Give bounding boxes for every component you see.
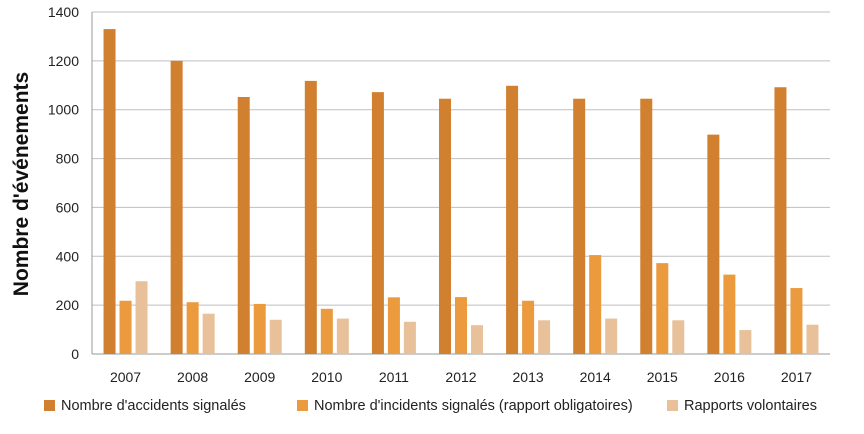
y-tick-label: 200 xyxy=(56,297,80,313)
bar-series-1-2014 xyxy=(573,98,586,354)
bar-series-3-2009 xyxy=(269,319,282,354)
bar-series-3-2016 xyxy=(739,330,752,354)
bar-series-1-2008 xyxy=(170,60,183,354)
x-tick-label: 2017 xyxy=(781,369,812,385)
bar-series-3-2007 xyxy=(135,281,148,354)
y-axis-tick-labels: 0 200 400 600 800 1000 1200 1400 xyxy=(48,4,79,362)
legend-label-3: Rapports volontaires xyxy=(684,398,817,414)
bar-series-3-2017 xyxy=(806,324,819,354)
y-tick-label: 400 xyxy=(56,248,80,264)
x-tick-label: 2008 xyxy=(177,369,208,385)
y-axis-label: Nombre d'événements xyxy=(10,72,33,296)
x-tick-label: 2016 xyxy=(714,369,745,385)
bar-series-3-2013 xyxy=(538,320,551,354)
bar-series-1-2015 xyxy=(640,98,653,354)
bar-series-2-2010 xyxy=(320,308,333,354)
x-tick-label: 2009 xyxy=(244,369,275,385)
bar-series-2-2007 xyxy=(119,300,132,354)
legend-swatch-2 xyxy=(297,400,308,411)
legend-label-2: Nombre d'incidents signalés (rapport obl… xyxy=(314,398,633,414)
bar-series-2-2009 xyxy=(253,303,266,354)
y-tick-label: 1200 xyxy=(48,53,79,69)
bar-series-1-2016 xyxy=(707,134,720,354)
bar-series-2-2013 xyxy=(522,300,535,354)
bar-series-3-2010 xyxy=(336,318,349,354)
bar-series-2-2016 xyxy=(723,274,736,354)
x-tick-label: 2012 xyxy=(445,369,476,385)
bar-series-1-2007 xyxy=(103,29,116,354)
bar-series-3-2012 xyxy=(471,325,483,354)
legend-label-1: Nombre d'accidents signalés xyxy=(61,398,246,414)
bar-series-3-2008 xyxy=(202,313,215,354)
bar-series-2-2015 xyxy=(656,263,669,354)
y-tick-label: 1000 xyxy=(48,102,79,118)
x-tick-label: 2010 xyxy=(311,369,342,385)
bar-series-3-2015 xyxy=(672,320,685,354)
x-tick-label: 2015 xyxy=(647,369,678,385)
x-tick-label: 2013 xyxy=(513,369,544,385)
legend: Nombre d'accidents signalés Nombre d'inci… xyxy=(44,398,817,414)
bar-series-1-2017 xyxy=(774,87,787,355)
bar-series-3-2011 xyxy=(403,321,416,354)
bar-series-1-2011 xyxy=(371,92,384,354)
bar-series-2-2011 xyxy=(387,297,400,354)
y-tick-label: 1400 xyxy=(48,4,79,20)
bar-series-1-2009 xyxy=(237,97,250,355)
x-axis-tick-labels: 2007 2008 2009 2010 2011 2012 2013 2014 2015 2016… xyxy=(110,369,812,385)
legend-swatch-3 xyxy=(667,400,678,411)
y-tick-label: 0 xyxy=(71,346,79,362)
legend-swatch-1 xyxy=(44,400,55,411)
gridlines xyxy=(91,11,830,355)
bar-series-2-2014 xyxy=(589,255,602,354)
bar-series-3-2014 xyxy=(605,318,618,354)
bar-series-2-2017 xyxy=(790,288,803,354)
y-tick-label: 800 xyxy=(56,151,80,167)
bars xyxy=(103,29,819,355)
bar-series-1-2010 xyxy=(304,80,317,354)
bar-series-2-2012 xyxy=(455,297,467,354)
bar-series-1-2013 xyxy=(506,85,519,354)
bar-series-2-2008 xyxy=(186,302,199,354)
y-tick-label: 600 xyxy=(56,199,80,215)
x-tick-label: 2014 xyxy=(580,369,611,385)
x-tick-label: 2007 xyxy=(110,369,141,385)
x-tick-label: 2011 xyxy=(379,369,409,385)
bar-series-1-2012 xyxy=(439,98,451,354)
